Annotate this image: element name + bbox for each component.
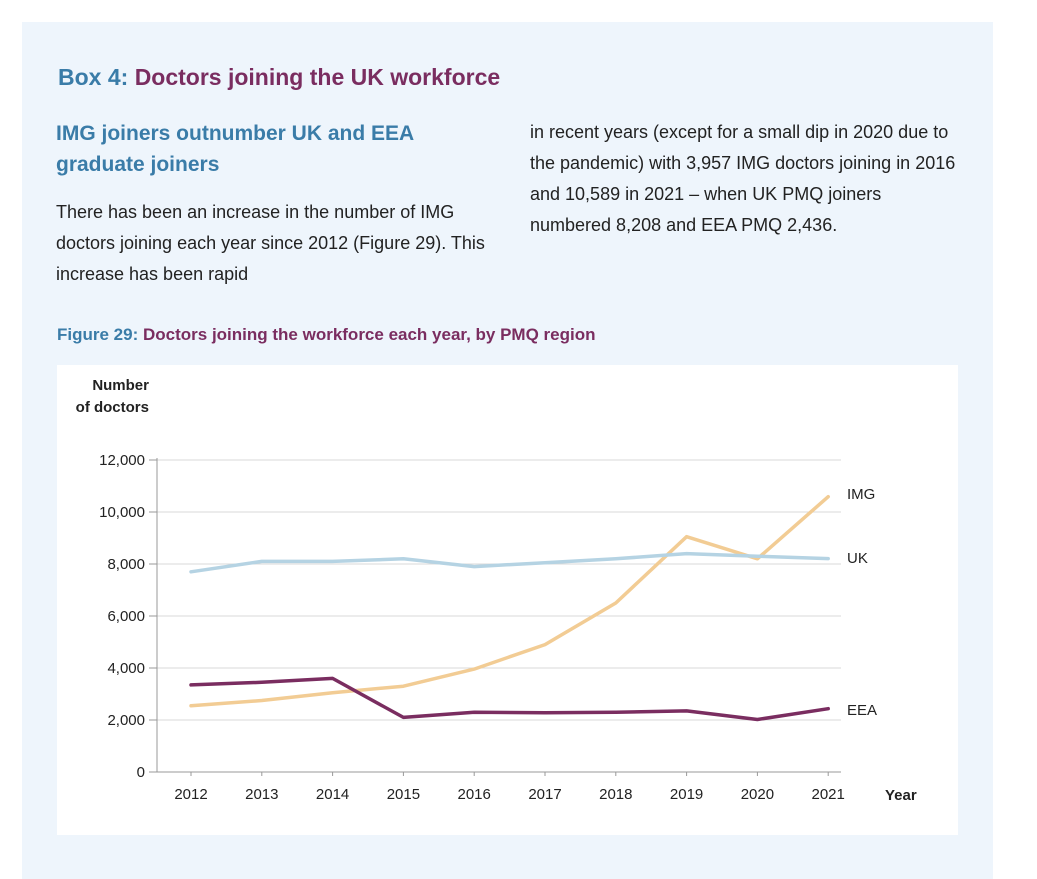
box-title-prefix: Box 4: [58, 64, 129, 90]
x-axis-title: Year [885, 787, 917, 804]
x-tick-label: 2013 [245, 786, 278, 803]
x-tick-label: 2014 [316, 786, 349, 803]
y-tick-label: 4,000 [107, 660, 145, 677]
x-tick-label: 2021 [812, 786, 845, 803]
y-tick-label: 12,000 [99, 452, 145, 469]
y-tick-label: 10,000 [99, 504, 145, 521]
body-paragraph-left: There has been an increase in the number… [56, 202, 485, 284]
x-tick-label: 2016 [458, 786, 491, 803]
x-tick-label: 2018 [599, 786, 632, 803]
chart-svg: 0 2,000 4,000 6,000 8,000 10,000 12,000 2012 201… [99, 452, 917, 804]
y-tick-label: 2,000 [107, 712, 145, 729]
y-axis-label-line2: of doctors [75, 399, 149, 416]
figure-caption: Figure 29: Doctors joining the workforce… [57, 325, 595, 345]
body-paragraph-right: in recent years (except for a small dip … [530, 122, 956, 235]
x-tick-label: 2019 [670, 786, 703, 803]
x-tick-label: 2017 [528, 786, 561, 803]
series-line-eea [189, 676, 830, 722]
figure-caption-text: Doctors joining the workforce each year,… [142, 325, 596, 344]
series-line-uk [189, 551, 830, 574]
series-line-img [189, 494, 830, 708]
x-tick-label: 2020 [741, 786, 774, 803]
y-tick-label: 6,000 [107, 608, 145, 625]
box-panel: Box 4: Doctors joining the UK workforce … [22, 22, 993, 879]
y-tick-label: 8,000 [107, 556, 145, 573]
x-tick-label: 2015 [387, 786, 420, 803]
figure-caption-prefix: Figure 29: [57, 325, 139, 344]
y-axis-label: Number of doctors [67, 375, 149, 419]
line-chart: Number of doctors 0 2,000 4,000 6,000 8,000 1… [57, 365, 958, 835]
series-label-uk: UK [847, 550, 868, 567]
series-label-eea: EEA [847, 702, 877, 719]
box-title-text: Doctors joining the UK workforce [134, 64, 501, 90]
section-subheading: IMG joiners outnumber UK and EEA graduat… [56, 122, 414, 176]
y-axis-label-line1: Number [92, 377, 149, 394]
series-label-img: IMG [847, 486, 875, 503]
box-title: Box 4: Doctors joining the UK workforce [58, 64, 500, 91]
y-tick-label: 0 [137, 764, 145, 781]
x-tick-label: 2012 [174, 786, 207, 803]
